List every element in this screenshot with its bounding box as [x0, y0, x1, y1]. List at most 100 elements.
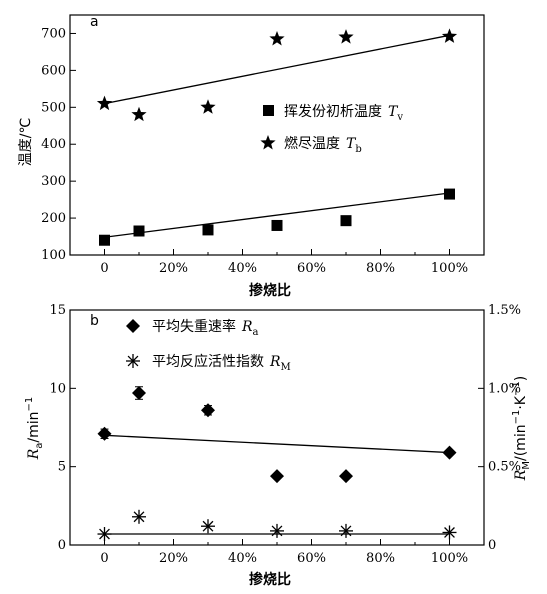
- panel-b-y-tick-label-right: 0.5%: [488, 460, 521, 475]
- legend-rm-marker: [126, 354, 140, 368]
- panel-a-y-tick-label: 600: [41, 63, 66, 78]
- point-Tv: [99, 234, 110, 246]
- legend-rm-asterisk: [126, 354, 140, 368]
- panel-b-legend: 平均失重速率 Ra 平均反应活性指数 RM: [126, 318, 291, 373]
- ra-label-sub: a: [34, 443, 45, 449]
- legend-tb-marker: [260, 135, 276, 150]
- point-Tb: [200, 99, 216, 114]
- panel-b-y-tick-label-left: 10: [49, 381, 66, 396]
- panel-b-fit-line-Ra: [104, 434, 450, 454]
- ra-label-rest: /min: [26, 411, 42, 442]
- point-Ra: [339, 469, 353, 484]
- panel-b-label: b: [90, 313, 99, 329]
- point-RM: [270, 523, 284, 538]
- panel-a-x-tick-label: 60%: [297, 261, 326, 276]
- point-RM: [442, 525, 457, 540]
- legend-rm-name: 平均反应活性指数: [152, 353, 264, 370]
- legend-ra-symbol: R: [241, 319, 253, 335]
- point-Tv: [202, 224, 214, 236]
- panel-a-y-tick-label: 500: [41, 100, 66, 115]
- rm-label-main: R: [513, 469, 529, 481]
- panel-a-label: a: [90, 14, 99, 30]
- panel-a-y-tick-label: 100: [41, 248, 66, 263]
- panel-a-fit-line-Tv: [104, 192, 450, 238]
- rm-label-sup1: −1: [511, 410, 522, 425]
- panel-a-x-axis-label: 掺烧比: [249, 282, 291, 299]
- ra-label-main: R: [26, 448, 42, 460]
- legend-ra-sub: a: [253, 327, 259, 338]
- panel-b-x-tick-label: 80%: [366, 551, 395, 566]
- panel-b-y-tick-label-left: 5: [58, 460, 66, 475]
- point-Tv: [133, 225, 145, 237]
- point-RM: [132, 509, 146, 524]
- panel-b-y-axis-label-left: Ra/min−1: [24, 397, 45, 461]
- point-Tv: [444, 188, 455, 200]
- point-Tb: [96, 95, 113, 111]
- point-RM: [339, 523, 353, 538]
- point-Tb: [131, 106, 147, 122]
- legend-tb-sub: b: [355, 144, 361, 155]
- legend-ra-marker: [126, 319, 140, 333]
- legend-tb-name: 燃尽温度: [284, 135, 340, 152]
- panel-b-x-tick-label: 100%: [431, 551, 468, 566]
- panel-b-y-axis-label-right: RM/(min−1·K−1): [511, 376, 532, 481]
- panel-b-y-tick-label-right: 1.5%: [488, 303, 521, 318]
- panel-b-x-tick-label: 0: [100, 551, 108, 566]
- panel-b-plot-frame: [69, 309, 485, 546]
- point-Ra: [270, 469, 284, 484]
- panel-b-x-axis-label: 掺烧比: [249, 571, 291, 588]
- panel-b-x-tick-label: 60%: [297, 551, 326, 566]
- point-RM: [97, 527, 112, 542]
- panel-a-fit-line-Tb: [104, 34, 450, 105]
- panel-b-x-tick-label: 20%: [159, 551, 188, 566]
- rm-label-sup2: −1: [511, 381, 522, 396]
- legend-ra-text: 平均失重速率 Ra: [152, 318, 259, 338]
- point-Ra: [97, 426, 112, 441]
- point-Tv: [340, 215, 352, 227]
- panel-b-chart: 0 5 10 15 0 0.5% 1.0% 1.5% 0 20% 40% 60% 80% 100% b R…: [24, 303, 532, 588]
- rm-label-mid: ·K: [513, 395, 529, 409]
- panel-a-y-tick-label: 300: [41, 174, 66, 189]
- point-Tb: [441, 28, 458, 43]
- legend-rm-text: 平均反应活性指数 RM: [152, 353, 291, 373]
- panel-b-y-tick-label-left: 15: [49, 303, 66, 318]
- panel-b-y-tick-label-right: 1.0%: [488, 381, 521, 396]
- panel-a-y-axis-label: 温度/℃: [18, 118, 34, 166]
- legend-tv-symbol: T: [388, 104, 399, 120]
- rm-label-sub: M: [521, 461, 532, 470]
- rm-label-rest: /(min: [513, 424, 529, 461]
- panel-a-y-tick-label: 400: [41, 137, 66, 152]
- point-Tb: [338, 29, 354, 44]
- panel-a-y-tick-label: 700: [41, 26, 66, 41]
- panel-a-x-tick-label: 80%: [366, 261, 395, 276]
- point-Tv: [271, 219, 283, 231]
- legend-rm-sub: M: [281, 362, 291, 373]
- panel-a-x-tick-label: 100%: [431, 261, 468, 276]
- panel-a-y-tick-label: 200: [41, 211, 66, 226]
- panel-a-x-tick-label: 20%: [159, 261, 188, 276]
- legend-tv-marker: [263, 105, 274, 116]
- legend-tv-sub: v: [396, 112, 403, 123]
- point-Ra: [442, 445, 457, 460]
- panel-a-legend: 挥发份初析温度 Tv 燃尽温度 Tb: [260, 103, 403, 155]
- ra-label-sup: −1: [24, 397, 35, 412]
- legend-tv-name: 挥发份初析温度: [284, 103, 382, 120]
- legend-tb-text: 燃尽温度 Tb: [284, 135, 362, 155]
- point-Ra: [132, 386, 146, 401]
- legend-tb-symbol: T: [346, 136, 357, 152]
- panel-b-y-tick-label-left: 0: [58, 538, 66, 553]
- point-Ra: [201, 403, 215, 418]
- legend-tv-text: 挥发份初析温度 Tv: [284, 103, 403, 123]
- rm-label-end: ): [513, 376, 529, 381]
- panel-a-plot-frame: [69, 14, 485, 256]
- panel-b-y-tick-label-right: 0: [488, 538, 496, 553]
- point-RM: [201, 519, 215, 534]
- legend-rm-symbol: R: [269, 354, 281, 370]
- panel-a-chart: 100 200 300 400 500 600 700 0 20% 40% 60% 80% 100% a…: [18, 14, 485, 299]
- legend-ra-name: 平均失重速率: [152, 318, 236, 335]
- point-Tb: [269, 31, 285, 46]
- panel-a-x-tick-label: 0: [100, 261, 108, 276]
- panel-a-x-tick-label: 40%: [228, 261, 257, 276]
- panel-b-x-tick-label: 40%: [228, 551, 257, 566]
